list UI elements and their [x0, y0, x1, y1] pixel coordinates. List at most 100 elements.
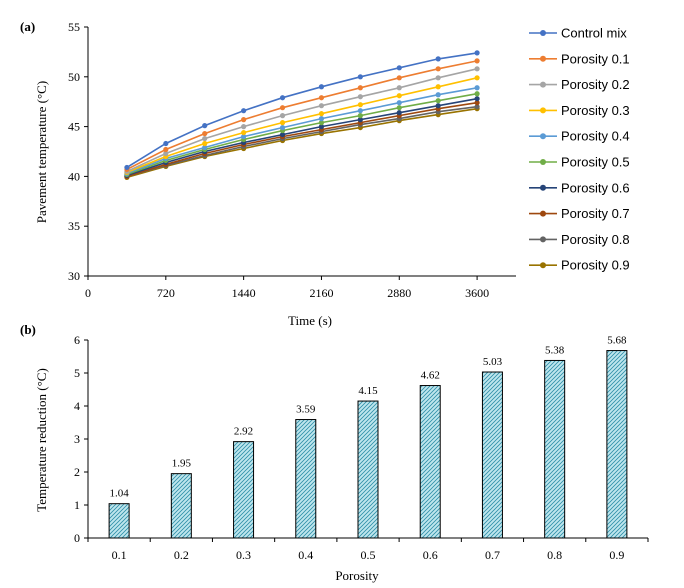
bar-x-axis-title: Porosity — [335, 568, 379, 583]
series-point — [357, 108, 363, 114]
bar-y-tick-label: 0 — [74, 531, 80, 545]
series-line — [126, 92, 478, 176]
line-y-tick-label: 50 — [68, 70, 80, 84]
bar-data-label: 5.68 — [607, 335, 627, 347]
series-line — [126, 97, 478, 177]
series-point — [396, 110, 402, 116]
series-point — [202, 140, 208, 147]
bar — [481, 371, 503, 539]
series-point — [318, 84, 325, 90]
series-point — [474, 85, 480, 91]
series-point — [241, 124, 247, 130]
legend-marker — [540, 159, 546, 165]
series-point — [435, 92, 441, 98]
bar-x-tick-label: 0.7 — [485, 548, 500, 562]
line-x-tick-label: 2880 — [387, 286, 411, 300]
legend-marker — [540, 262, 546, 269]
series-line — [126, 101, 478, 178]
series-point — [241, 129, 247, 136]
legend-label: Porosity 0.8 — [561, 232, 630, 247]
series-point — [357, 113, 363, 119]
bar-y-axis-title: Temperature reduction (°C) — [34, 368, 49, 512]
series-point — [435, 98, 441, 104]
bar-y-tick-label: 6 — [74, 333, 80, 347]
series-point — [202, 130, 208, 137]
line-x-tick-label: 0 — [85, 286, 91, 300]
bar-y-tick-label: 3 — [74, 432, 80, 446]
bar — [233, 441, 255, 539]
legend-label: Porosity 0.2 — [561, 77, 630, 92]
series-point — [357, 102, 363, 108]
series-line — [126, 68, 478, 173]
series-point — [396, 75, 402, 81]
series-point — [241, 117, 247, 123]
bar — [295, 419, 317, 539]
legend-label: Porosity 0.1 — [561, 51, 630, 66]
bar-y-tick-label: 2 — [74, 465, 80, 479]
line-x-tick-label: 2160 — [309, 286, 333, 300]
series-point — [435, 75, 441, 81]
line-series-group — [124, 50, 480, 180]
line-y-tick-label: 40 — [68, 169, 80, 183]
legend-marker — [540, 210, 546, 217]
bar — [606, 350, 628, 539]
series-line — [126, 52, 478, 169]
bar-x-tick-label: 0.9 — [609, 548, 624, 562]
legend-label: Porosity 0.9 — [561, 258, 630, 273]
legend-marker — [540, 81, 546, 88]
series-line — [126, 105, 478, 178]
bar-x-tick-label: 0.6 — [423, 548, 438, 562]
legend-label: Control mix — [561, 26, 627, 41]
series-point — [474, 75, 480, 81]
bar — [419, 385, 441, 539]
series-point — [279, 105, 286, 111]
series-point — [435, 66, 441, 72]
bar-x-tick-label: 0.1 — [112, 548, 127, 562]
series-point — [474, 58, 480, 64]
series-point — [241, 108, 247, 114]
series-line — [126, 87, 478, 175]
series-point — [396, 105, 402, 111]
bar-y-tick-label: 1 — [74, 498, 80, 512]
bar-x-tick-label: 0.5 — [361, 548, 376, 562]
line-y-tick-label: 30 — [68, 269, 80, 283]
legend-marker — [540, 133, 546, 140]
legend-marker — [540, 30, 546, 36]
series-point — [474, 50, 480, 56]
bar-data-label: 1.95 — [172, 458, 192, 470]
line-y-axis-title: Pavement temperature (°C) — [34, 81, 49, 223]
bar-chart-panel: (b) Temperature reduction (°C) Porosity … — [20, 322, 649, 583]
series-point — [396, 65, 402, 71]
bar — [108, 503, 130, 539]
series-point — [279, 131, 286, 138]
line-x-tick-label: 1440 — [232, 286, 256, 300]
series-point — [396, 100, 402, 106]
series-point — [124, 164, 130, 171]
series-point — [474, 66, 480, 72]
bar-axes: 0 1 2 3 4 5 6 0.1 0.2 0.3 0.4 0.5 0.6 0.7 0.8 0.9 — [74, 333, 649, 562]
legend-label: Porosity 0.4 — [561, 129, 630, 144]
bar-x-tick-label: 0.4 — [298, 548, 313, 562]
series-point — [396, 93, 402, 99]
bar-group: 1.04 1.95 2.92 3.59 4.15 4.62 5.03 5.38 5.68 — [108, 335, 628, 539]
bar — [544, 359, 566, 539]
line-y-tick-label: 55 — [68, 20, 80, 34]
legend-label: Porosity 0.7 — [561, 206, 630, 221]
legend-label: Porosity 0.6 — [561, 180, 630, 195]
bar-data-label: 5.03 — [483, 356, 503, 368]
series-point — [163, 150, 169, 157]
series-point — [357, 74, 363, 80]
legend-marker — [540, 107, 546, 114]
legend: Control mix Porosity 0.1 Porosity 0.2 Poros… — [529, 26, 630, 273]
series-point — [279, 113, 286, 119]
series-point — [357, 85, 363, 91]
series-point — [435, 84, 441, 90]
line-x-axis-title: Time (s) — [288, 313, 332, 328]
legend-label: Porosity 0.5 — [561, 155, 630, 170]
bar-data-label: 4.62 — [421, 370, 440, 382]
series-point — [163, 140, 169, 147]
bar-data-label: 4.15 — [358, 385, 378, 397]
legend-marker — [540, 236, 546, 243]
series-point — [241, 133, 247, 140]
